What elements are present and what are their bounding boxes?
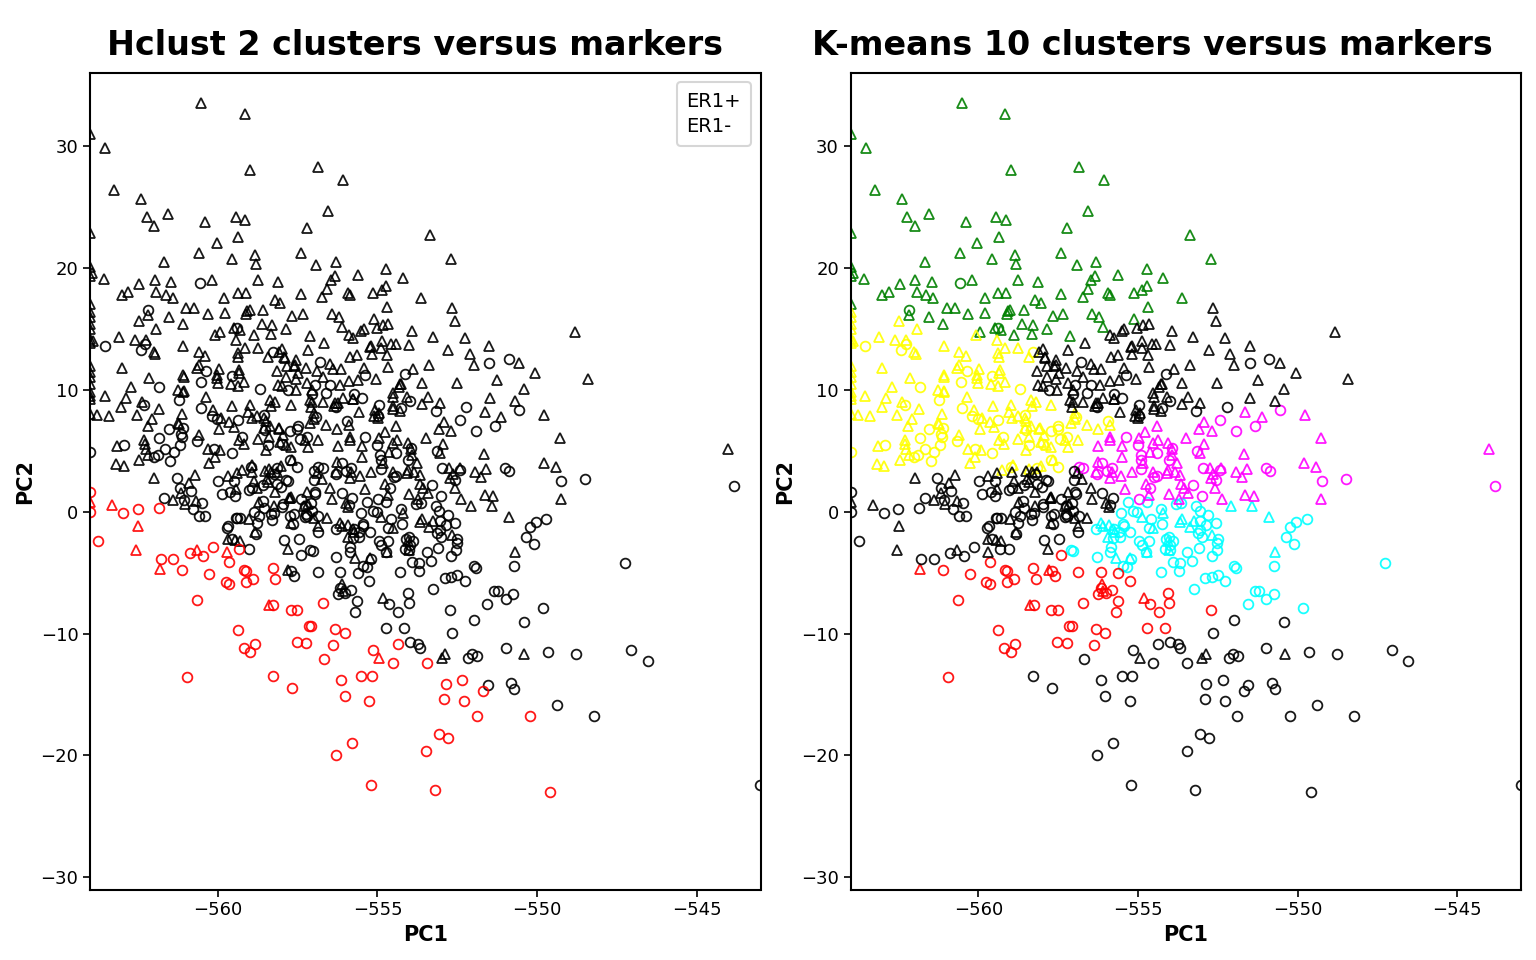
Text: K-means 10 clusters versus markers: K-means 10 clusters versus markers: [811, 29, 1493, 61]
Legend: ER1+, ER1-: ER1+, ER1-: [677, 83, 751, 146]
X-axis label: PC1: PC1: [402, 925, 449, 945]
Text: Hclust 2 clusters versus markers: Hclust 2 clusters versus markers: [106, 29, 723, 61]
Y-axis label: PC2: PC2: [15, 459, 35, 504]
X-axis label: PC1: PC1: [1163, 925, 1209, 945]
Y-axis label: PC2: PC2: [776, 459, 796, 504]
